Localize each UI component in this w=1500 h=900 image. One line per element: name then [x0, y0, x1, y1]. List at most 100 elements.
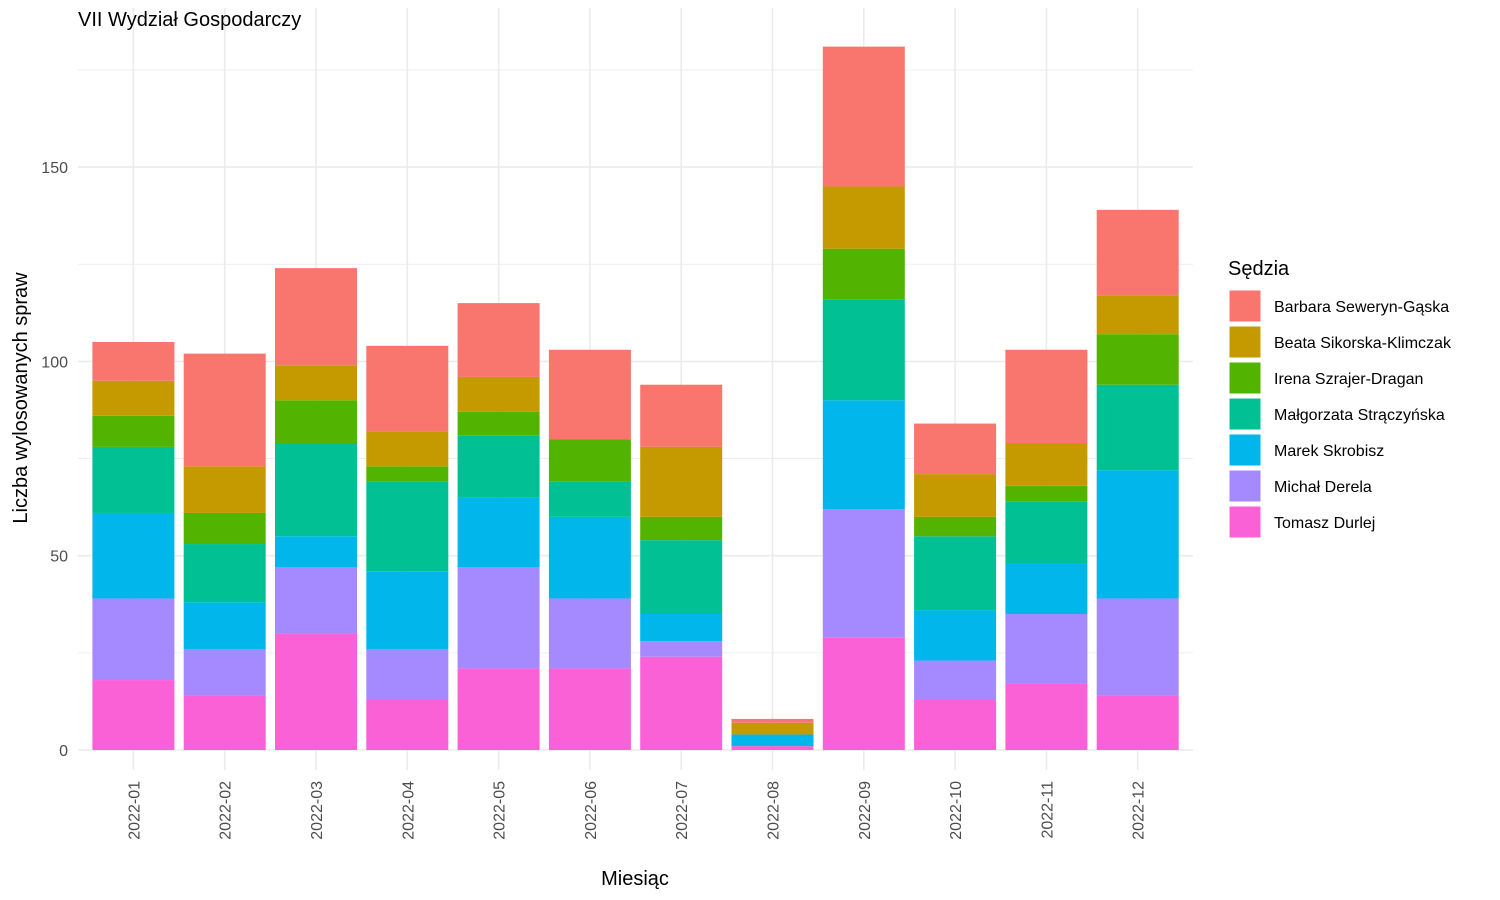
legend-key	[1228, 469, 1262, 503]
y-tick-labels: 0 50 100 150	[41, 160, 68, 760]
bar-segment	[914, 474, 997, 517]
legend-key	[1228, 361, 1262, 395]
bar-segment	[457, 497, 540, 568]
bar-segment	[457, 376, 540, 412]
bar-segment	[1096, 209, 1179, 296]
bar-segment	[1096, 598, 1179, 696]
chart-title: VII Wydział Gospodarczy	[78, 9, 301, 31]
bar-segment	[548, 481, 631, 517]
legend-key	[1228, 397, 1262, 431]
bar-segment	[183, 695, 266, 750]
x-tick-label: 2022-09	[857, 781, 874, 840]
x-tick-label: 2022-02	[218, 781, 235, 840]
x-axis-title: Miesiąc	[601, 868, 669, 890]
bar-segment	[92, 341, 175, 381]
legend-label: Michał Derela	[1274, 479, 1372, 496]
x-tick-label: 2022-05	[492, 781, 509, 840]
bar-segment	[183, 602, 266, 649]
legend-key	[1228, 325, 1262, 359]
bar-segment	[275, 400, 357, 444]
bar-segment	[92, 446, 175, 513]
bar-segment	[183, 512, 266, 545]
bar-segment	[92, 512, 175, 599]
bar-segment	[366, 431, 449, 467]
y-tick-label: 50	[50, 549, 68, 566]
bar-segment	[183, 544, 266, 603]
bar-segment	[548, 668, 631, 750]
x-tick-label: 2022-04	[400, 781, 417, 840]
bar-segment	[1096, 470, 1179, 599]
bar-segment	[1096, 334, 1179, 385]
legend-label: Irena Szrajer-Dragan	[1274, 371, 1423, 388]
y-tick-label: 150	[41, 160, 68, 177]
bar-segment	[275, 567, 357, 634]
bar-segment	[640, 641, 723, 657]
bar-segment	[822, 637, 905, 750]
bar-segment	[457, 411, 540, 436]
x-tick-label: 2022-10	[948, 781, 965, 840]
x-tick-label: 2022-08	[766, 781, 783, 840]
bar-segment	[275, 365, 357, 401]
x-tick-label: 2022-01	[126, 781, 143, 840]
bar-segment	[822, 509, 905, 638]
legend-key	[1228, 289, 1262, 323]
legend-key	[1228, 433, 1262, 467]
legend-label: Marek Skrobisz	[1274, 443, 1384, 460]
bar-segment	[822, 299, 905, 401]
x-tick-label: 2022-07	[674, 781, 691, 840]
bar-segment	[366, 699, 449, 750]
bar-segment	[640, 516, 723, 541]
bar-segment	[457, 668, 540, 750]
bar-segment	[183, 648, 266, 696]
bar-segment	[640, 384, 723, 447]
legend-title: Sędzia	[1228, 258, 1290, 280]
legend-key	[1228, 505, 1262, 539]
bar-segment	[1096, 695, 1179, 750]
bars-layer	[92, 46, 1179, 750]
bar-segment	[731, 746, 814, 750]
bar-segment	[914, 516, 997, 537]
x-tick-label: 2022-11	[1039, 781, 1056, 839]
bar-segment	[366, 466, 449, 482]
bar-segment	[548, 598, 631, 669]
bar-segment	[822, 186, 905, 249]
bar-segment	[92, 380, 175, 416]
bar-segment	[275, 536, 357, 568]
bar-segment	[1005, 349, 1088, 444]
bar-segment	[457, 567, 540, 669]
bar-segment	[1005, 501, 1088, 564]
bar-segment	[457, 303, 540, 377]
bar-segment	[640, 613, 723, 642]
bar-segment	[640, 656, 723, 750]
bar-segment	[366, 345, 449, 432]
bar-segment	[275, 443, 357, 537]
y-tick-label: 0	[59, 743, 68, 760]
y-tick-label: 100	[41, 354, 68, 371]
bar-segment	[1005, 613, 1088, 684]
bar-segment	[366, 571, 449, 649]
bar-segment	[822, 248, 905, 300]
legend-label: Małgorzata Strączyńska	[1274, 407, 1445, 424]
bar-segment	[548, 516, 631, 599]
bar-segment	[457, 435, 540, 498]
bar-segment	[1005, 443, 1088, 486]
bar-segment	[822, 400, 905, 510]
x-tick-label: 2022-12	[1131, 781, 1148, 840]
bar-segment	[1005, 485, 1088, 502]
x-tick-label: 2022-06	[583, 781, 600, 840]
bar-segment	[731, 734, 814, 747]
bar-segment	[275, 633, 357, 750]
bar-segment	[731, 722, 814, 735]
x-tick-labels: 2022-01 2022-02 2022-03 2022-04 2022-05 2022-…	[126, 781, 1147, 840]
bar-segment	[92, 598, 175, 681]
legend-label: Beata Sikorska-Klimczak	[1274, 335, 1452, 352]
legend-label: Tomasz Durlej	[1274, 515, 1375, 532]
bar-segment	[1096, 384, 1179, 471]
bar-segment	[914, 699, 997, 750]
bar-segment	[1005, 563, 1088, 614]
legend-items: Barbara Seweryn-Gąska Beata Sikorska-Klim…	[1228, 289, 1452, 539]
bar-segment	[366, 648, 449, 700]
bar-segment	[1096, 295, 1179, 335]
legend: Sędzia Barbara Seweryn-Gąska Beata Sikors…	[1228, 258, 1452, 539]
bar-segment	[1005, 683, 1088, 750]
